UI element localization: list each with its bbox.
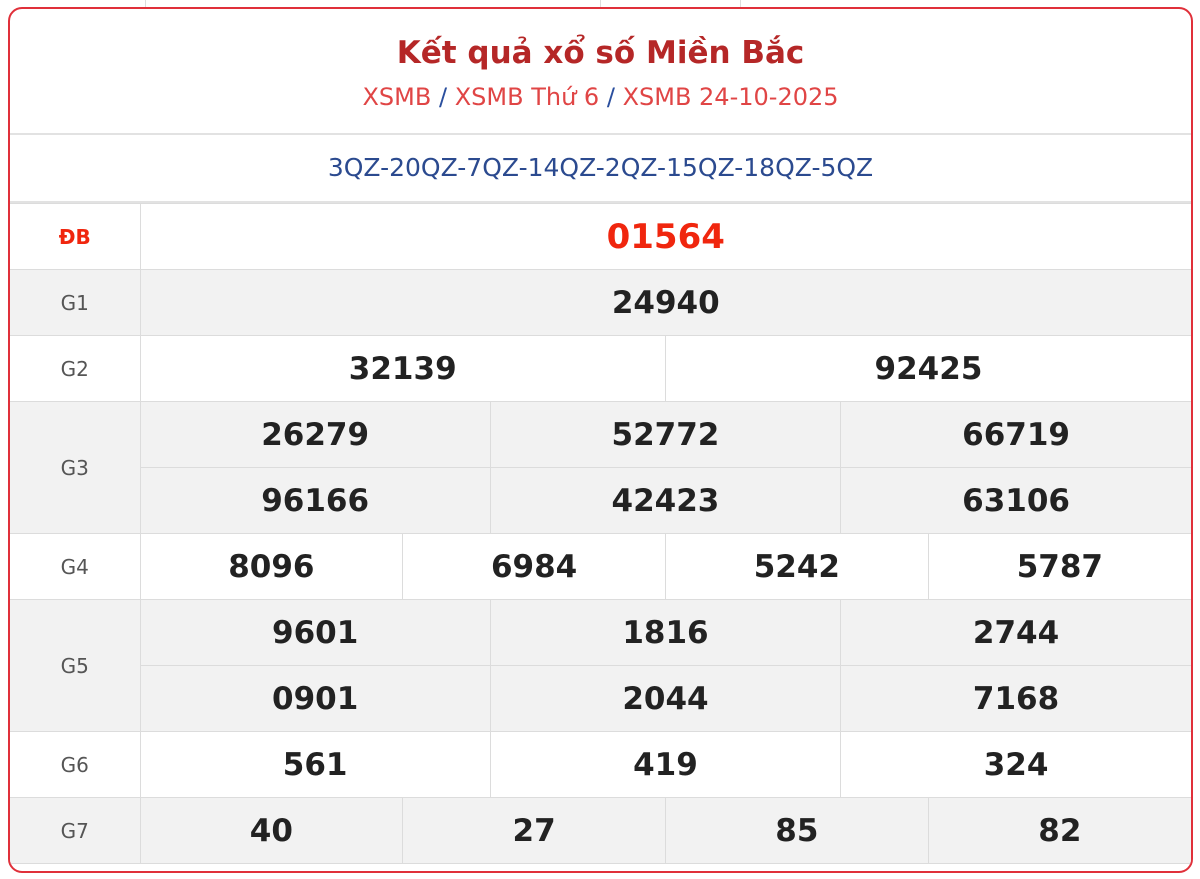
results-card: Kết quả xổ số Miền Bắc XSMB / XSMB Thứ 6…	[8, 7, 1193, 873]
prize-number: 5242	[664, 533, 929, 600]
prize-number: 40	[139, 797, 404, 864]
prize-row-g1: G1 24940	[10, 269, 1191, 336]
prize-row-g5: 0901 2044 7168	[10, 665, 1191, 732]
prize-number: 324	[840, 731, 1191, 798]
prize-number: 9601	[139, 599, 491, 666]
prize-number: 2044	[489, 665, 842, 732]
prize-label: G4	[10, 533, 141, 600]
results-table: ĐB 01564 G1 24940 G2 32139 92425 G3 26279 5277…	[10, 203, 1191, 864]
prize-row-g5: G5 9601 1816 2744	[10, 599, 1191, 732]
prize-number: 27	[402, 797, 666, 864]
breadcrumb-xsmb[interactable]: XSMB	[362, 83, 432, 111]
prize-row-g3: 96166 42423 63106	[10, 467, 1191, 534]
prize-number: 96166	[140, 467, 491, 534]
prize-number: 419	[489, 731, 842, 798]
results-header: Kết quả xổ số Miền Bắc XSMB / XSMB Thứ 6…	[10, 9, 1191, 135]
special-codes: 3QZ-20QZ-7QZ-14QZ-2QZ-15QZ-18QZ-5QZ	[10, 135, 1191, 203]
prize-label: G2	[10, 335, 141, 402]
special-prize-number: 01564	[139, 203, 1191, 270]
prize-number: 6984	[402, 533, 666, 600]
prize-label: ĐB	[10, 203, 141, 270]
previous-table-edge	[0, 0, 1200, 8]
prize-number: 2744	[840, 599, 1191, 666]
prize-number: 24940	[139, 269, 1191, 336]
prize-label: G5	[10, 599, 141, 732]
prize-row-g7: G7 40 27 85 82	[10, 797, 1191, 864]
prize-label: G3	[10, 401, 141, 534]
breadcrumb: XSMB / XSMB Thứ 6 / XSMB 24-10-2025	[362, 83, 839, 111]
prize-row-g2: G2 32139 92425	[10, 335, 1191, 402]
prize-number: 85	[664, 797, 929, 864]
page-title: Kết quả xổ số Miền Bắc	[396, 35, 805, 71]
breadcrumb-xsmb-date[interactable]: XSMB 24-10-2025	[622, 83, 839, 111]
prize-number: 66719	[840, 401, 1191, 468]
prize-number: 7168	[840, 665, 1191, 732]
prize-number: 8096	[139, 533, 404, 600]
prize-number: 32139	[139, 335, 666, 402]
prize-number: 42423	[489, 467, 842, 534]
prize-number: 82	[927, 797, 1191, 864]
prize-row-g6: G6 561 419 324	[10, 731, 1191, 798]
prize-row-g3: G3 26279 52772 66719	[10, 401, 1191, 534]
prize-label: G7	[10, 797, 141, 864]
prize-number: 5787	[927, 533, 1191, 600]
prize-number: 63106	[840, 467, 1191, 534]
prize-number: 26279	[139, 401, 491, 468]
prize-number: 1816	[489, 599, 842, 666]
prize-number: 561	[139, 731, 491, 798]
prize-label: G6	[10, 731, 141, 798]
breadcrumb-xsmb-thu6[interactable]: XSMB Thứ 6	[454, 83, 600, 111]
prize-number: 52772	[489, 401, 842, 468]
prize-row-db: ĐB 01564	[10, 203, 1191, 270]
prize-row-g4: G4 8096 6984 5242 5787	[10, 533, 1191, 600]
prize-number: 92425	[664, 335, 1191, 402]
prize-label: G1	[10, 269, 141, 336]
prize-number: 0901	[140, 665, 491, 732]
